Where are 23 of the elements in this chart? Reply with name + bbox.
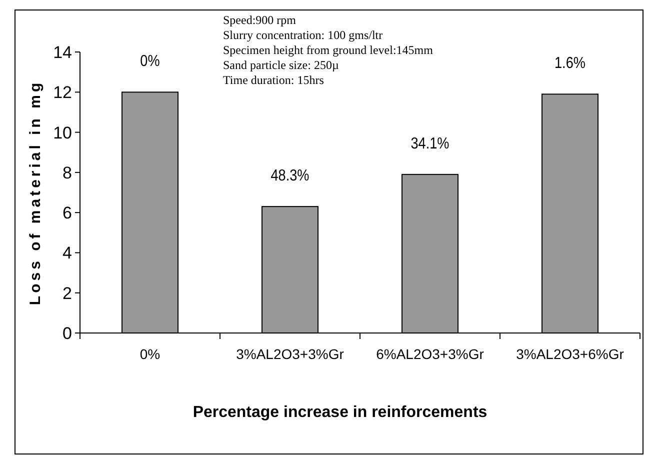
- x-tick-label: 6%AL2O3+3%Gr: [376, 346, 484, 362]
- y-tick-label: 4: [62, 244, 72, 263]
- annotation: Sand particle size: 250µ: [223, 58, 339, 72]
- y-tick-label: 12: [53, 83, 72, 102]
- y-axis-title: Loss of material in mg: [27, 80, 44, 306]
- annotation: Specimen height from ground level:145mm: [223, 43, 434, 57]
- annotation: 1.6%: [554, 55, 586, 72]
- annotation: 0%: [140, 53, 160, 70]
- annotation: 48.3%: [270, 168, 310, 185]
- y-tick-label: 8: [62, 163, 72, 182]
- y-tick-label: 10: [53, 123, 72, 142]
- x-axis-title: Percentage increase in reinforcements: [192, 404, 488, 421]
- annotation: Time duration: 15hrs: [223, 73, 324, 87]
- x-tick-label: 3%AL2O3+3%Gr: [236, 346, 344, 362]
- text: Slurry concentration: 100 gms/ltr: [223, 28, 383, 42]
- y-tick-label: 2: [62, 284, 72, 303]
- annotation: 34.1%: [410, 136, 450, 153]
- x-tick-label: 0%: [140, 346, 160, 362]
- y-tick-label: 14: [53, 43, 72, 62]
- y-tick-label: 0: [62, 324, 72, 343]
- x-tick-label: 3%AL2O3+6%Gr: [516, 346, 624, 362]
- text: Speed:900 rpm: [223, 13, 297, 27]
- y-tick-label: 6: [62, 204, 72, 223]
